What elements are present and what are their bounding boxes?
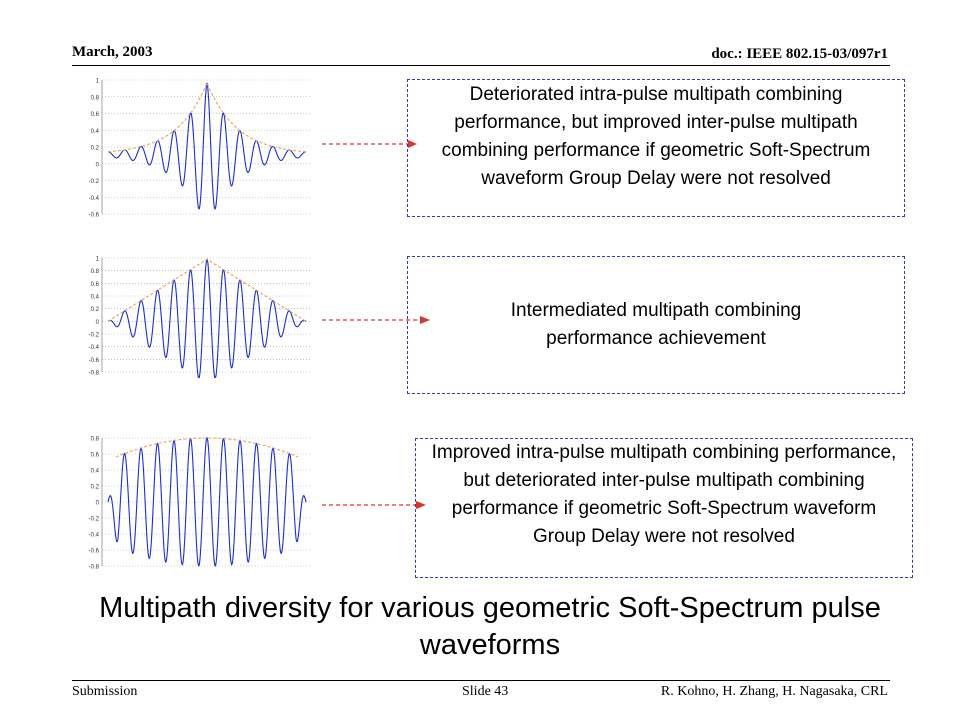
footer-authors: R. Kohno, H. Zhang, H. Nagasaka, CRL — [660, 684, 888, 699]
y-tick-label: 0.6 — [91, 453, 100, 459]
envelope-curve — [115, 437, 299, 458]
y-tick-label: 1 — [96, 79, 100, 85]
y-tick-label: 0 — [96, 162, 100, 168]
waveform-chart-parabolic: 0.8 0.6 0.4 0.2 0 -0.2 -0.4 -0.6 -0.8 — [89, 437, 312, 571]
y-tick-label: -0.2 — [89, 179, 100, 185]
header-date: March, 2003 — [72, 44, 153, 60]
y-tick-label: 1 — [96, 257, 100, 263]
arrow-row-3 — [322, 501, 426, 509]
y-tick-label: -0.2 — [89, 517, 100, 523]
waveform-chart-exponential: 1 0.8 0.6 0.4 0.2 0 -0.2 -0.4 -0.6 — [89, 79, 312, 219]
y-tick-label: 0.4 — [91, 129, 100, 135]
footer-submission: Submission — [72, 684, 138, 699]
y-tick-label: 0.4 — [91, 295, 100, 301]
y-tick-label: 0.6 — [91, 282, 100, 288]
y-tick-label: 0.6 — [91, 112, 100, 118]
arrow-row-1 — [322, 140, 417, 148]
y-tick-label: -0.8 — [89, 371, 100, 377]
header-doc-id: doc.: IEEE 802.15-03/097r1 — [711, 46, 888, 62]
y-tick-label: -0.4 — [89, 196, 100, 202]
description-text-1: Deteriorated intra-pulse multipath combi… — [441, 84, 871, 189]
y-tick-label: 0 — [96, 501, 100, 507]
y-tick-label: 0.2 — [91, 146, 100, 152]
description-box-3: Improved intra-pulse multipath combining… — [415, 438, 913, 578]
footer-rule — [72, 680, 890, 681]
y-tick-label: -0.6 — [89, 549, 100, 555]
y-tick-label: 0.8 — [91, 437, 100, 443]
header-rule — [72, 65, 890, 66]
description-text-2: Intermediated multipath combining perfor… — [510, 300, 802, 349]
description-box-2: Intermediated multipath combining perfor… — [407, 256, 905, 394]
waveform-series — [107, 257, 307, 378]
y-tick-label: -0.4 — [89, 345, 100, 351]
footer-slide-number: Slide 43 — [462, 684, 509, 699]
description-box-1: Deteriorated intra-pulse multipath combi… — [407, 79, 905, 217]
y-tick-label: 0.2 — [91, 485, 100, 491]
y-tick-label: 0 — [96, 320, 100, 326]
y-tick-label: -0.6 — [89, 213, 100, 219]
envelope-curve — [107, 81, 307, 153]
description-text-3: Improved intra-pulse multipath combining… — [431, 442, 897, 547]
y-tick-label: -0.4 — [89, 533, 100, 539]
y-tick-label: -0.2 — [89, 333, 100, 339]
waveform-chart-triangular: 1 0.8 0.6 0.4 0.2 0 -0.2 -0.4 -0.6 -0.8 — [89, 257, 312, 378]
y-tick-label: 0.4 — [91, 469, 100, 475]
envelope-curve — [107, 258, 307, 322]
y-tick-label: 0.8 — [91, 95, 100, 101]
waveform-series — [107, 82, 307, 210]
y-tick-label: 0.8 — [91, 269, 100, 275]
arrow-row-2 — [322, 316, 430, 324]
y-tick-label: -0.6 — [89, 358, 100, 364]
y-tick-label: -0.8 — [89, 565, 100, 571]
slide-title: Multipath diversity for various geometri… — [99, 592, 881, 661]
y-tick-label: 0.2 — [91, 307, 100, 313]
